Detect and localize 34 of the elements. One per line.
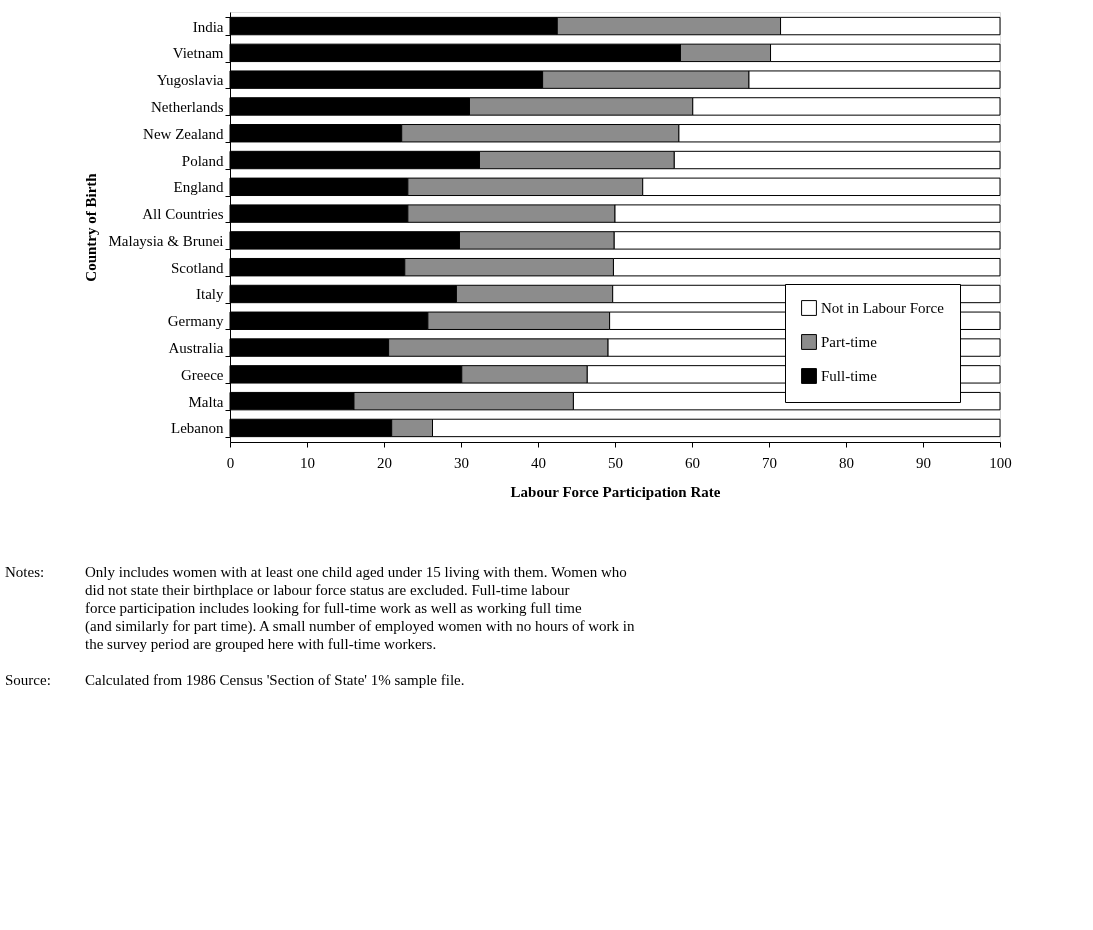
y-tick-label: Scotland <box>171 259 224 276</box>
x-tick-label: 90 <box>916 454 931 471</box>
y-tick-label: Lebanon <box>171 420 224 437</box>
y-tick-label: India <box>192 18 224 35</box>
x-tick-label: 10 <box>300 454 315 471</box>
y-tick-label: Malaysia & Brunei <box>108 232 224 249</box>
x-tick-label: 40 <box>531 454 546 471</box>
y-tick-label: Poland <box>181 152 224 169</box>
y-tick-label: Yugoslavia <box>156 72 224 89</box>
x-tick-label: 0 <box>226 454 235 471</box>
y-tick-label: Australia <box>168 340 224 357</box>
y-tick-label: Greece <box>181 366 224 383</box>
x-tick-label: 30 <box>454 454 469 471</box>
y-tick-label: New Zealand <box>143 125 224 142</box>
y-tick-label: Germany <box>167 313 224 330</box>
x-tick-label: 70 <box>762 454 777 471</box>
legend-label: Part-time <box>821 334 878 350</box>
legend-label: Full-time <box>821 368 878 384</box>
x-tick-label: 20 <box>377 454 392 471</box>
text: Source: Calculated from 1986 Census 'Section of State' 1% sample file. <box>5 672 465 688</box>
x-tick-label: 100 <box>989 454 1012 471</box>
y-axis-title: Country of Birth <box>82 172 99 282</box>
x-tick-label: 60 <box>685 454 700 471</box>
text: Notes: Only includes women with at least one child aged under 15 living with them. Women who did not state their birthplace or labour force status are excluded. Full-time labour force participation includes looking for full-time work as well as working full time (and similarly for part time). A small number of employed women with no hours of work in the survey period are grouped here with full-time workers. <box>5 564 635 652</box>
y-tick-label: All Countries <box>142 206 224 223</box>
y-tick-label: Malta <box>188 393 224 410</box>
x-tick-label: 50 <box>608 454 623 471</box>
y-tick-label: Vietnam <box>172 45 224 62</box>
x-axis-title: Labour Force Participation Rate <box>510 483 721 500</box>
y-tick-label: England <box>173 179 224 196</box>
x-tick-label: 80 <box>839 454 854 471</box>
y-tick-label: Italy <box>196 286 224 303</box>
legend-label: Not in Labour Force <box>821 300 945 316</box>
y-tick-label: Netherlands <box>151 98 224 115</box>
